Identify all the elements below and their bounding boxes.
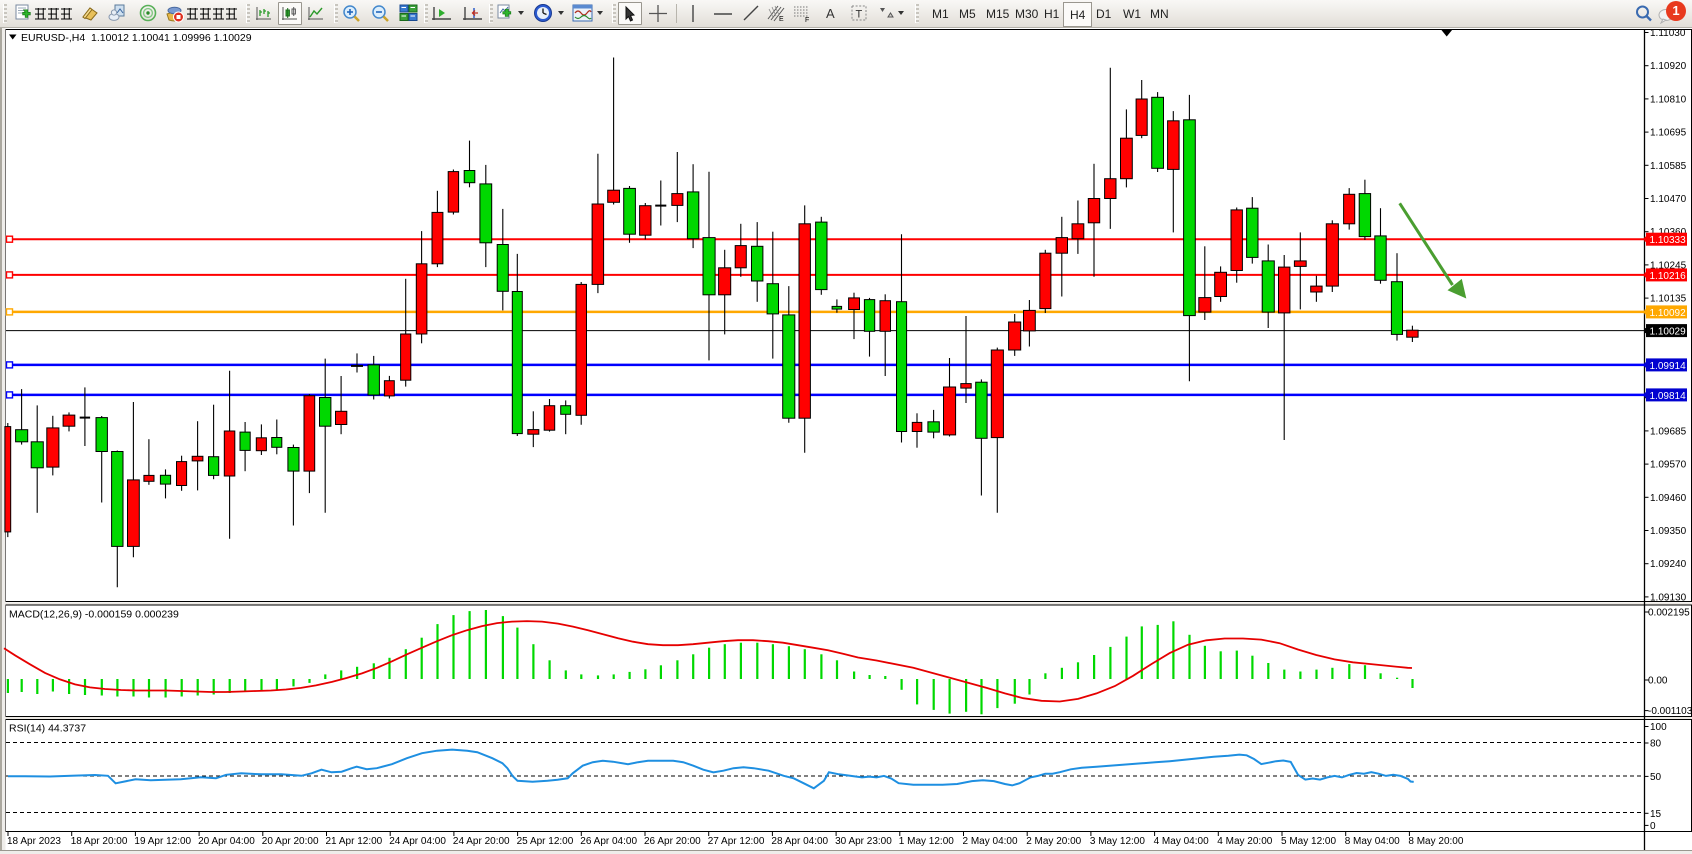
svg-text:1.10029: 1.10029	[1650, 327, 1687, 338]
svg-text:80: 80	[1650, 739, 1662, 750]
svg-text:1.10245: 1.10245	[1650, 260, 1687, 271]
svg-text:1 May 12:00: 1 May 12:00	[899, 836, 954, 847]
svg-text:1.09130: 1.09130	[1650, 592, 1687, 603]
svg-text:1.10585: 1.10585	[1650, 161, 1687, 172]
svg-text:-0.001103: -0.001103	[1648, 706, 1692, 717]
svg-text:1.10216: 1.10216	[1650, 271, 1687, 282]
svg-text:24 Apr 20:00: 24 Apr 20:00	[453, 836, 510, 847]
svg-text:T: T	[856, 9, 863, 21]
svg-text:1.11030: 1.11030	[1650, 28, 1686, 39]
svg-text:26 Apr 20:00: 26 Apr 20:00	[644, 836, 701, 847]
svg-text:EURUSD-,H4 1.10012 1.10041 1.: EURUSD-,H4 1.10012 1.10041 1.09996 1.100…	[21, 32, 252, 44]
svg-text:4 May 04:00: 4 May 04:00	[1154, 836, 1209, 847]
svg-text:2 May 04:00: 2 May 04:00	[963, 836, 1018, 847]
svg-text:18 Apr 20:00: 18 Apr 20:00	[71, 836, 128, 847]
svg-text:25 Apr 12:00: 25 Apr 12:00	[517, 836, 574, 847]
svg-text:1.10810: 1.10810	[1650, 94, 1687, 105]
svg-text:26 Apr 04:00: 26 Apr 04:00	[580, 836, 637, 847]
svg-text:MACD(12,26,9) -0.000159 0.0002: MACD(12,26,9) -0.000159 0.000239	[9, 609, 179, 621]
svg-text:1.09685: 1.09685	[1650, 426, 1687, 437]
svg-text:1.09240: 1.09240	[1650, 559, 1687, 570]
svg-text:20 Apr 04:00: 20 Apr 04:00	[198, 836, 255, 847]
svg-text:5 May 12:00: 5 May 12:00	[1281, 836, 1336, 847]
svg-text:15: 15	[1650, 809, 1662, 820]
svg-text:8 May 04:00: 8 May 04:00	[1345, 836, 1400, 847]
svg-text:50: 50	[1650, 772, 1662, 783]
svg-text:1.09814: 1.09814	[1650, 391, 1687, 402]
svg-text:1.09460: 1.09460	[1650, 493, 1687, 504]
svg-text:1.10333: 1.10333	[1650, 235, 1687, 246]
svg-text:RSI(14) 44.3737: RSI(14) 44.3737	[9, 723, 86, 735]
svg-text:20 Apr 20:00: 20 Apr 20:00	[262, 836, 319, 847]
svg-text:0.00: 0.00	[1648, 676, 1668, 687]
svg-text:21 Apr 12:00: 21 Apr 12:00	[326, 836, 383, 847]
svg-text:8 May 20:00: 8 May 20:00	[1408, 836, 1463, 847]
svg-text:1.10135: 1.10135	[1650, 294, 1687, 305]
svg-text:19 Apr 12:00: 19 Apr 12:00	[134, 836, 191, 847]
svg-text:1.09570: 1.09570	[1650, 460, 1687, 471]
svg-text:27 Apr 12:00: 27 Apr 12:00	[708, 836, 765, 847]
svg-text:18 Apr 2023: 18 Apr 2023	[7, 836, 61, 847]
svg-text:2 May 20:00: 2 May 20:00	[1026, 836, 1081, 847]
svg-text:F: F	[805, 17, 809, 23]
svg-text:4 May 20:00: 4 May 20:00	[1217, 836, 1272, 847]
svg-text:3 May 12:00: 3 May 12:00	[1090, 836, 1145, 847]
svg-text:24 Apr 04:00: 24 Apr 04:00	[389, 836, 446, 847]
svg-text:0: 0	[1650, 821, 1656, 832]
svg-text:100: 100	[1650, 722, 1667, 733]
svg-text:1.09350: 1.09350	[1650, 526, 1687, 537]
svg-text:1.10920: 1.10920	[1650, 61, 1687, 72]
svg-text:1.10695: 1.10695	[1650, 128, 1687, 139]
svg-text:E: E	[779, 16, 784, 23]
svg-text:1.09914: 1.09914	[1650, 361, 1687, 372]
svg-text:1.10092: 1.10092	[1650, 308, 1687, 319]
svg-text:1.10470: 1.10470	[1650, 194, 1687, 205]
svg-text:30 Apr 23:00: 30 Apr 23:00	[835, 836, 892, 847]
svg-text:0.002195: 0.002195	[1648, 608, 1690, 619]
svg-text:28 Apr 04:00: 28 Apr 04:00	[771, 836, 828, 847]
